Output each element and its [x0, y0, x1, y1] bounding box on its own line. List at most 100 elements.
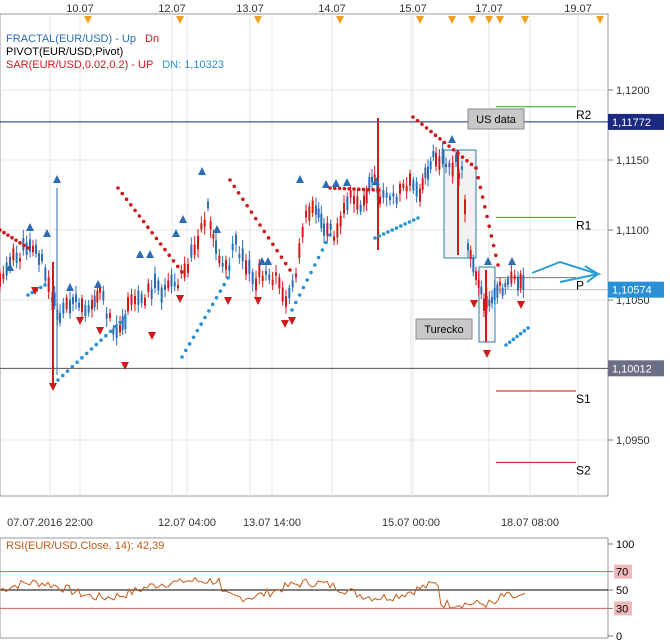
sar-dot-blue — [316, 255, 321, 260]
legend-sar-up: SAR(EUR/USD,0.02,0.2) - UP — [6, 59, 153, 71]
sar-dot-blue — [390, 228, 395, 232]
sar-dot-blue — [113, 325, 118, 329]
legend-fractal-up: FRACTAL(EUR/USD) - Up — [6, 33, 136, 45]
legend-sar: SAR(EUR/USD,0.02,0.2) - UP DN: 1,10323 — [6, 59, 224, 71]
candle-body — [173, 281, 176, 287]
candle-body — [207, 201, 209, 209]
sar-dot-red — [133, 208, 137, 213]
sar-dot-red — [258, 223, 262, 227]
candle-body — [209, 221, 212, 230]
fractal-down-marker — [176, 295, 184, 303]
candle-body — [346, 196, 349, 211]
fractal-up-marker — [43, 229, 51, 237]
candle-body — [127, 297, 129, 312]
candle-body — [409, 173, 411, 186]
candle-body — [69, 299, 71, 314]
candle-body — [275, 272, 277, 276]
sar-dot-blue — [214, 295, 219, 300]
sar-dot-red — [494, 253, 498, 258]
candle-body — [47, 277, 50, 292]
candle-body — [164, 284, 166, 290]
sar-dot-blue — [416, 216, 420, 220]
fractal-down-marker — [281, 320, 289, 328]
sar-dot-blue — [518, 331, 523, 336]
sar-dot-blue — [381, 232, 386, 236]
sar-dot-red — [175, 264, 180, 269]
candle-body — [137, 290, 140, 305]
fractal-down-marker — [31, 287, 39, 295]
fractal-up-marker — [484, 257, 492, 265]
fractal-up-marker — [258, 257, 266, 265]
sar-dot-blue — [507, 340, 512, 344]
top-event-marker — [485, 16, 493, 24]
candle-body — [65, 297, 68, 310]
candle-body — [228, 265, 231, 271]
top-event-marker — [336, 16, 344, 24]
candle-body — [245, 260, 247, 275]
top-date-label: 14.07 — [318, 3, 346, 15]
candle-body — [78, 302, 80, 308]
sar-dot-red — [371, 188, 376, 192]
sar-dot-red — [154, 236, 159, 241]
candle-body — [93, 295, 96, 307]
candles — [0, 118, 525, 385]
sar-dot-red — [129, 203, 133, 207]
y-tick-label: 1,0950 — [616, 435, 650, 447]
candle-body — [212, 234, 215, 239]
candle-body — [144, 297, 146, 306]
sar-dot-red — [236, 191, 241, 195]
sar-dot-blue — [70, 364, 75, 369]
candle-body — [363, 195, 365, 206]
candle-body — [405, 185, 408, 192]
sar-dot-red — [442, 140, 447, 145]
candle-body — [317, 208, 320, 218]
top-date-label: 12.07 — [158, 3, 186, 15]
fractal-down-marker — [288, 317, 296, 325]
sar-dot-blue — [305, 278, 310, 282]
candle-body — [504, 282, 507, 288]
candle-body — [475, 271, 477, 280]
sar-dot-red — [180, 270, 184, 274]
price-plot-area[interactable] — [0, 13, 609, 497]
fractal-down-marker — [254, 297, 262, 305]
candle-body — [115, 324, 118, 338]
candle-body — [379, 196, 381, 204]
projection-arrow — [531, 260, 602, 283]
sar-dot-blue — [522, 329, 527, 333]
top-date-label: 17.07 — [475, 3, 503, 15]
candle-body — [221, 262, 224, 267]
candle-body — [365, 190, 368, 204]
candle-body — [323, 223, 325, 236]
candle-body — [501, 288, 504, 296]
sar-dot-red — [228, 178, 232, 182]
rsi-plot-area[interactable] — [0, 537, 609, 639]
fractal-up-marker — [53, 175, 61, 183]
level-tag-label: 1,11772 — [612, 117, 651, 129]
sar-dot-red — [429, 129, 433, 134]
candle-body — [87, 305, 90, 313]
candle-body — [513, 275, 516, 280]
candle-body — [160, 287, 163, 303]
candle-body — [15, 252, 18, 263]
sar-dot-blue — [297, 293, 302, 297]
candle-body — [124, 314, 127, 329]
candle-body — [308, 206, 311, 221]
sar-dot-red — [376, 188, 380, 192]
candle-body — [9, 257, 11, 266]
candle-body — [265, 270, 267, 275]
candle-body — [81, 298, 83, 313]
candle-body — [339, 215, 342, 227]
sar-dot-red — [460, 155, 465, 159]
candle-body — [421, 178, 424, 190]
sar-dot-blue — [218, 289, 223, 293]
sar-dot-red — [0, 228, 2, 232]
candle-body — [251, 271, 254, 285]
top-date-label: 10.07 — [66, 3, 94, 15]
sar-dot-red — [489, 234, 494, 238]
candle-body — [517, 276, 519, 291]
candle-body — [203, 219, 206, 227]
sar-dot-red — [347, 187, 352, 191]
sar-dot-red — [150, 231, 154, 235]
